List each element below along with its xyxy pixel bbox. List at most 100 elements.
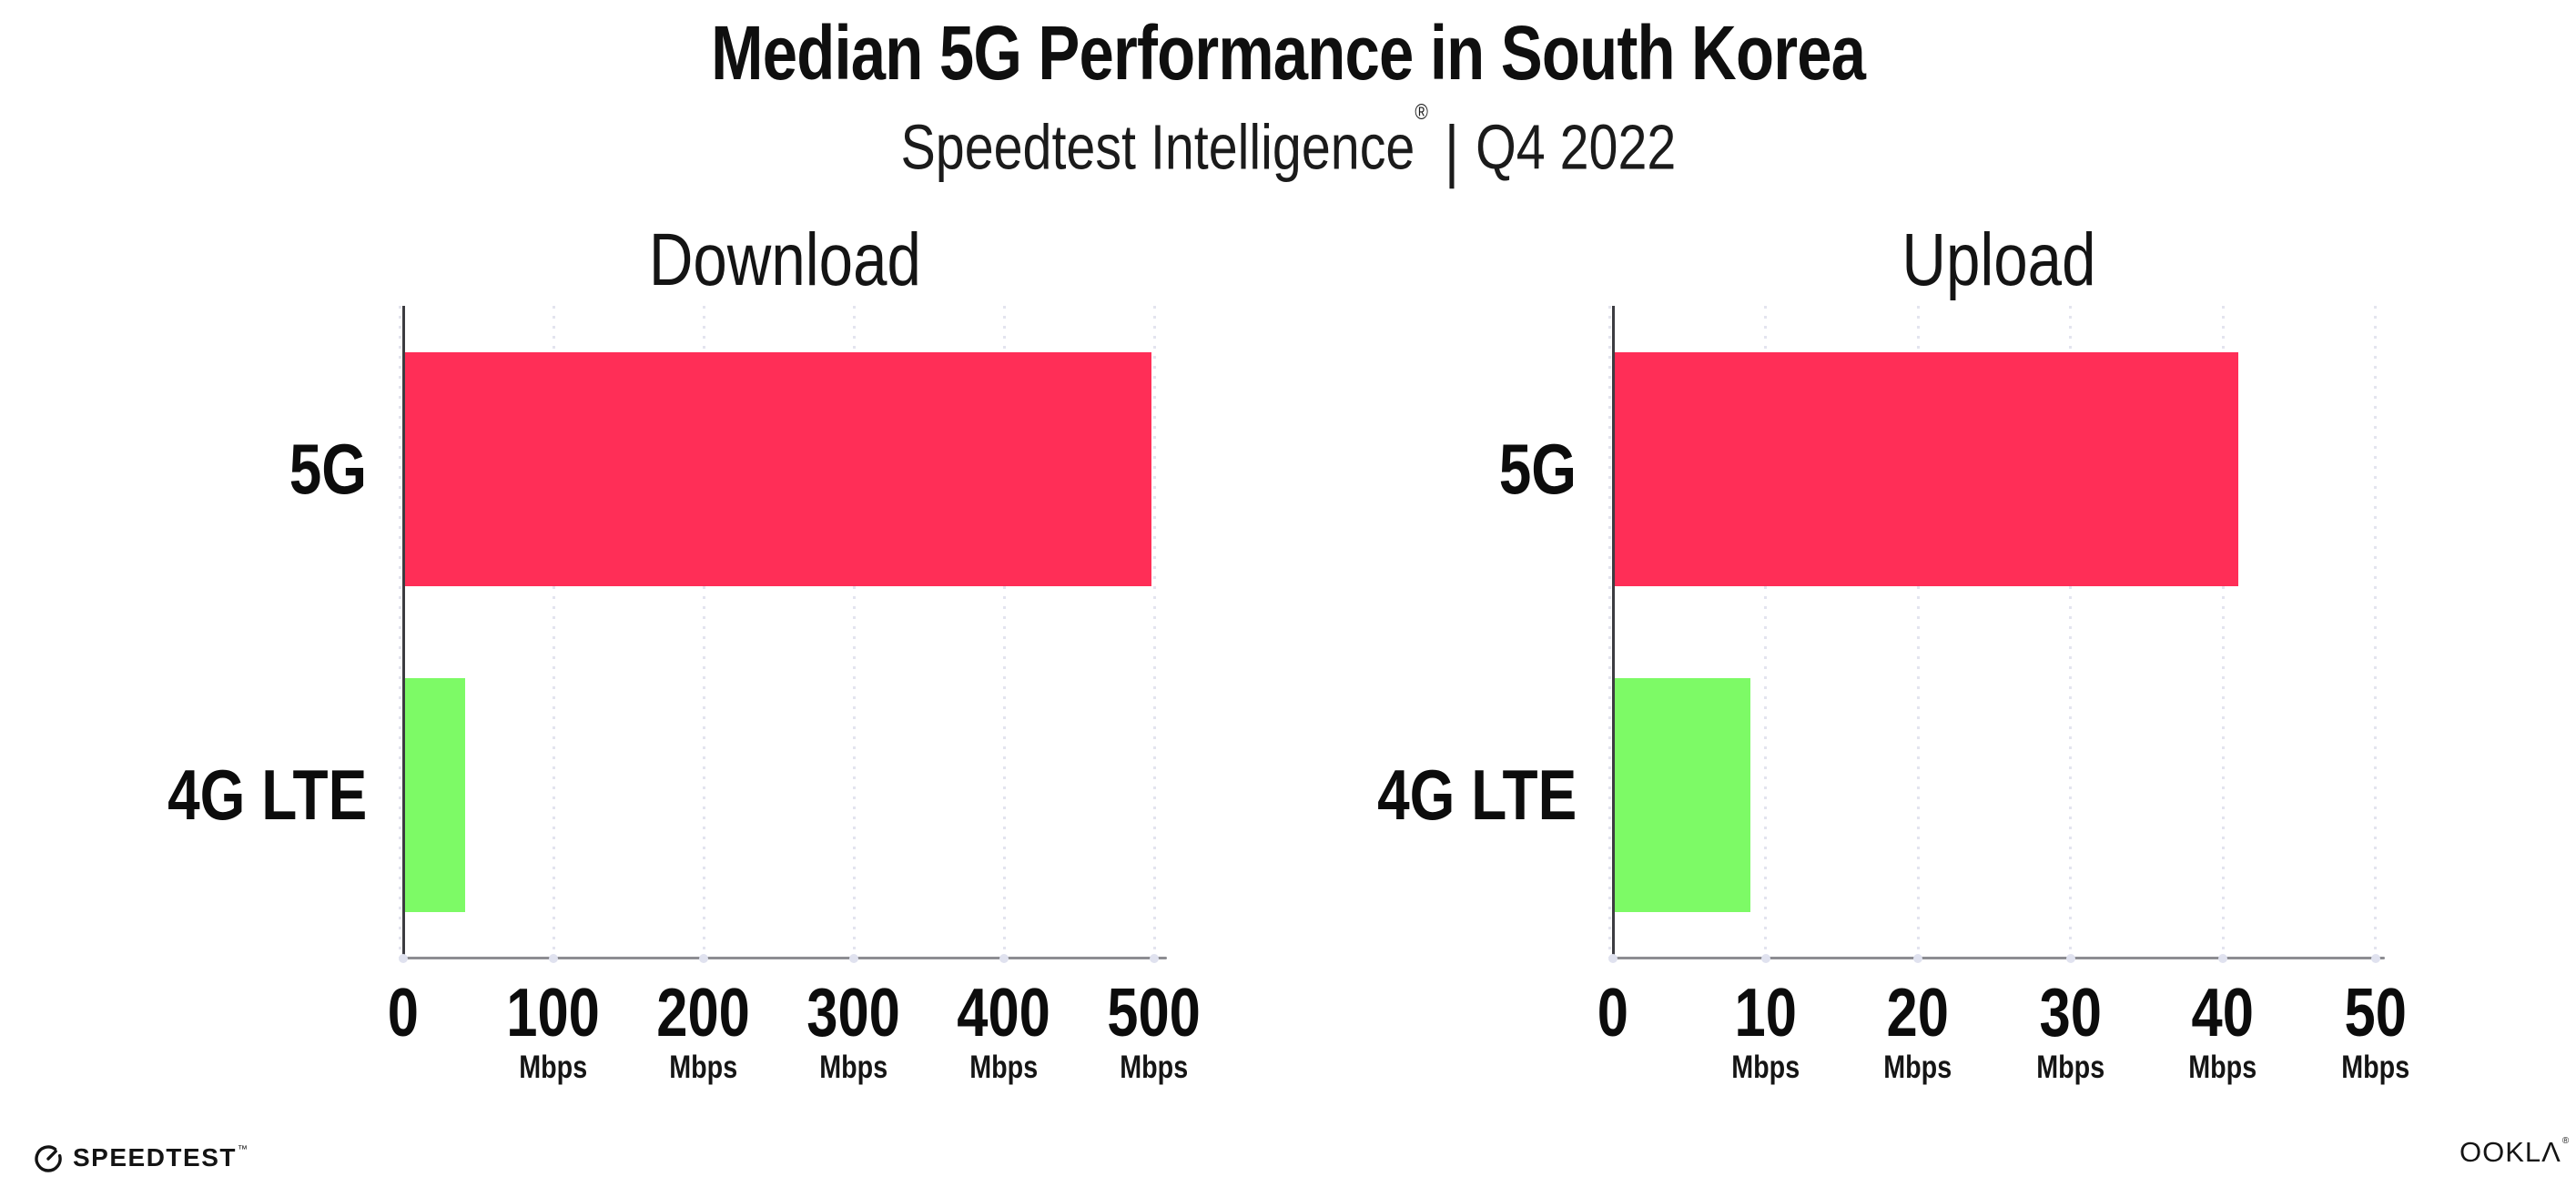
subtitle-period: Q4 2022	[1475, 111, 1676, 183]
upload-x-tick-unit-text-50: Mbps	[2341, 1050, 2409, 1085]
upload-x-tick-unit-50: Mbps	[2294, 1050, 2458, 1086]
subtitle-separator: |	[1444, 112, 1459, 190]
upload-x-tick-unit-text-40: Mbps	[2188, 1050, 2257, 1085]
registered-mark: ®	[1414, 100, 1428, 125]
download-axis-tick-dot-0	[399, 954, 408, 963]
upload-gridline-30	[2069, 306, 2072, 958]
download-plot-area	[399, 306, 1167, 963]
download-y-axis-line	[402, 306, 405, 959]
upload-x-axis-line	[1613, 957, 2385, 959]
download-x-tick-number-text-0: 0	[387, 974, 420, 1050]
upload-axis-tick-dot-30	[2065, 954, 2075, 963]
upload-x-tick-number-text-0: 0	[1597, 974, 1629, 1050]
upload-category-label-4g-lte: 4G LTE	[1176, 744, 1577, 846]
download-x-tick-unit-text-100: Mbps	[519, 1050, 588, 1085]
download-x-tick-number-400: 400	[922, 976, 1086, 1050]
upload-x-tick-unit-40: Mbps	[2141, 1050, 2305, 1086]
download-x-tick-500: 500 Mbps	[1072, 976, 1236, 1086]
download-x-tick-number-200: 200	[622, 976, 786, 1050]
download-gridline-300	[852, 306, 856, 958]
download-axis-tick-dot-200	[699, 954, 708, 963]
download-x-tick-400: 400 Mbps	[922, 976, 1086, 1086]
upload-gridline-10	[1764, 306, 1767, 958]
download-x-tick-number-500: 500	[1072, 976, 1236, 1050]
upload-x-tick-unit-10: Mbps	[1684, 1050, 1848, 1086]
download-x-axis-line	[403, 957, 1167, 959]
upload-x-tick-number-text-30: 30	[2039, 974, 2102, 1050]
download-x-tick-number-0: 0	[321, 976, 485, 1050]
upload-x-tick-10: 10 Mbps	[1684, 976, 1848, 1086]
download-x-tick-unit-text-400: Mbps	[969, 1050, 1039, 1085]
upload-x-tick-number-20: 20	[1836, 976, 2000, 1050]
upload-gridline-20	[1916, 306, 1920, 958]
upload-axis-tick-dot-50	[2370, 954, 2380, 963]
upload-x-tick-number-30: 30	[1989, 976, 2153, 1050]
upload-x-tick-number-0: 0	[1531, 976, 1695, 1050]
upload-x-tick-30: 30 Mbps	[1989, 976, 2153, 1086]
upload-x-tick-40: 40 Mbps	[2141, 976, 2305, 1086]
download-x-tick-number-text-500: 500	[1107, 974, 1202, 1050]
upload-x-tick-number-text-50: 50	[2344, 974, 2407, 1050]
download-bar-4g-lte	[403, 677, 465, 912]
download-x-tick-unit-text-200: Mbps	[669, 1050, 738, 1085]
upload-x-tick-number-10: 10	[1684, 976, 1848, 1050]
download-axis-tick-dot-500	[1150, 954, 1159, 963]
download-x-tick-number-text-300: 300	[806, 974, 901, 1050]
upload-plot-area	[1608, 306, 2385, 963]
download-category-label-4g-lte: 4G LTE	[0, 744, 367, 846]
upload-axis-tick-dot-40	[2218, 954, 2227, 963]
download-x-tick-unit-text-300: Mbps	[819, 1050, 888, 1085]
download-x-tick-unit-200: Mbps	[622, 1050, 786, 1086]
download-x-tick-unit-text-500: Mbps	[1120, 1050, 1189, 1085]
download-x-tick-unit-300: Mbps	[772, 1050, 936, 1086]
upload-y-axis-line	[1612, 306, 1615, 959]
upload-category-label-5g: 5G	[1176, 418, 1577, 520]
download-category-label-text-5g: 5G	[289, 429, 367, 509]
download-x-tick-number-text-200: 200	[656, 974, 751, 1050]
upload-category-label-text-4g-lte: 4G LTE	[1376, 755, 1577, 835]
download-category-label-text-4g-lte: 4G LTE	[167, 755, 367, 835]
page-title-text: Median 5G Performance in South Korea	[710, 10, 1866, 96]
download-x-tick-300: 300 Mbps	[772, 976, 936, 1086]
upload-gridline-40	[2221, 306, 2225, 958]
ookla-wordmark: OOKLΛ	[2459, 1136, 2561, 1168]
upload-gridline-50	[2374, 306, 2377, 958]
download-chart-title-text: Download	[648, 218, 922, 301]
upload-category-label-text-5g: 5G	[1498, 429, 1577, 509]
upload-x-tick-number-40: 40	[2141, 976, 2305, 1050]
trademark-mark: ™	[237, 1144, 248, 1155]
upload-axis-tick-dot-0	[1608, 954, 1618, 963]
page-title: Median 5G Performance in South Korea	[0, 11, 2576, 95]
upload-x-tick-0: 0	[1531, 976, 1695, 1050]
download-gridline-500	[1152, 306, 1156, 958]
upload-chart-title-text: Upload	[1902, 218, 2096, 301]
download-x-tick-unit-100: Mbps	[472, 1050, 635, 1086]
download-x-tick-unit-500: Mbps	[1072, 1050, 1236, 1086]
download-x-tick-number-100: 100	[472, 976, 635, 1050]
upload-x-tick-unit-text-30: Mbps	[2036, 1050, 2104, 1085]
download-gridline-400	[1002, 306, 1006, 958]
download-x-tick-number-text-100: 100	[506, 974, 601, 1050]
upload-axis-tick-dot-10	[1760, 954, 1770, 963]
upload-x-tick-unit-30: Mbps	[1989, 1050, 2153, 1086]
ookla-logo: OOKLΛ ®	[2459, 1136, 2569, 1172]
upload-chart-title: Upload	[1613, 218, 2385, 302]
upload-x-tick-unit-text-10: Mbps	[1731, 1050, 1800, 1085]
page-subtitle-text: Speedtest Intelligence® | Q4 2022	[900, 98, 1676, 193]
upload-axis-tick-dot-20	[1913, 954, 1922, 963]
download-gridline-0	[399, 306, 401, 958]
upload-x-tick-unit-text-20: Mbps	[1883, 1050, 1952, 1085]
speedtest-wordmark: SPEEDTEST	[73, 1143, 237, 1172]
download-x-tick-unit-400: Mbps	[922, 1050, 1086, 1086]
speedtest-gauge-icon	[35, 1145, 62, 1172]
download-bar-5g	[403, 351, 1151, 586]
download-axis-tick-dot-400	[999, 954, 1009, 963]
download-axis-tick-dot-100	[549, 954, 558, 963]
upload-gridline-0	[1608, 306, 1611, 958]
upload-x-tick-number-text-40: 40	[2191, 974, 2255, 1050]
upload-x-tick-number-50: 50	[2294, 976, 2458, 1050]
subtitle-brand: Speedtest Intelligence	[900, 111, 1415, 183]
download-x-tick-0: 0	[321, 976, 485, 1050]
upload-bar-5g	[1613, 351, 2238, 586]
